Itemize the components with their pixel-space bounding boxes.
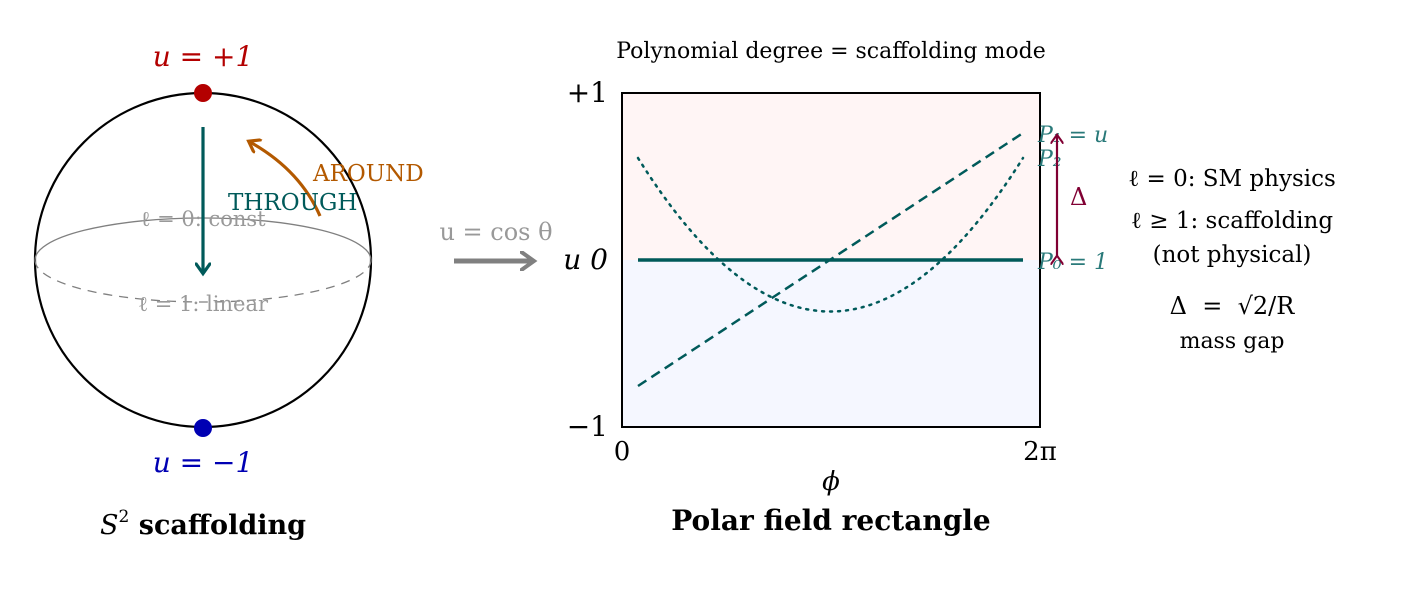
- xtick-left: 0: [614, 437, 631, 467]
- curve-p1: [637, 131, 1024, 388]
- note-l0: ℓ = 0: SM physics: [1128, 166, 1336, 192]
- ytick-bottom: −1: [567, 410, 608, 443]
- note-not-physical: (not physical): [1153, 242, 1312, 268]
- l1-label: ℓ = 1: linear: [138, 292, 269, 316]
- polar-rectangle-panel: Polynomial degree = scaffolding mode +1 …: [563, 39, 1108, 537]
- xtick-right: 2π: [1023, 437, 1057, 467]
- sphere-panel: ℓ = 0: const ℓ = 1: linear AROUND THROUG…: [33, 40, 424, 541]
- label-p0: P₀ = 1: [1037, 250, 1108, 275]
- gap-label: Δ: [1070, 183, 1087, 211]
- north-pole-dot: [194, 84, 212, 102]
- x-axis-label: ϕ: [822, 467, 840, 497]
- rect-caption: Polar field rectangle: [671, 504, 990, 537]
- sphere-caption: S2 scaffolding: [100, 507, 306, 541]
- rect-title: Polynomial degree = scaffolding mode: [616, 39, 1045, 64]
- ytick-top: +1: [567, 76, 608, 109]
- upper-hemisphere-region: [622, 93, 1040, 260]
- gap-formula: Δ = √2/R: [1170, 292, 1296, 320]
- around-arrow: [250, 142, 322, 217]
- lower-hemisphere-region: [622, 260, 1040, 427]
- rect-frame: [621, 92, 1041, 428]
- south-pole-dot: [194, 419, 212, 437]
- south-pole-label: u = −1: [153, 446, 254, 479]
- curve-p2: [636, 156, 1025, 313]
- map-arrow-group: u = cos θ: [439, 218, 553, 261]
- note-l1: ℓ ≥ 1: scaffolding: [1131, 208, 1333, 234]
- through-label: THROUGH: [228, 190, 357, 216]
- ytick-middle: u 0: [563, 243, 608, 276]
- equator-front: [34, 259, 372, 303]
- around-label: AROUND: [312, 161, 424, 187]
- notes-panel: ℓ = 0: SM physics ℓ ≥ 1: scaffolding (no…: [1128, 166, 1336, 354]
- gap-caption: mass gap: [1180, 329, 1285, 354]
- label-p1: P₁ = u: [1037, 123, 1108, 148]
- map-arrow-label: u = cos θ: [439, 218, 552, 246]
- north-pole-label: u = +1: [153, 40, 254, 73]
